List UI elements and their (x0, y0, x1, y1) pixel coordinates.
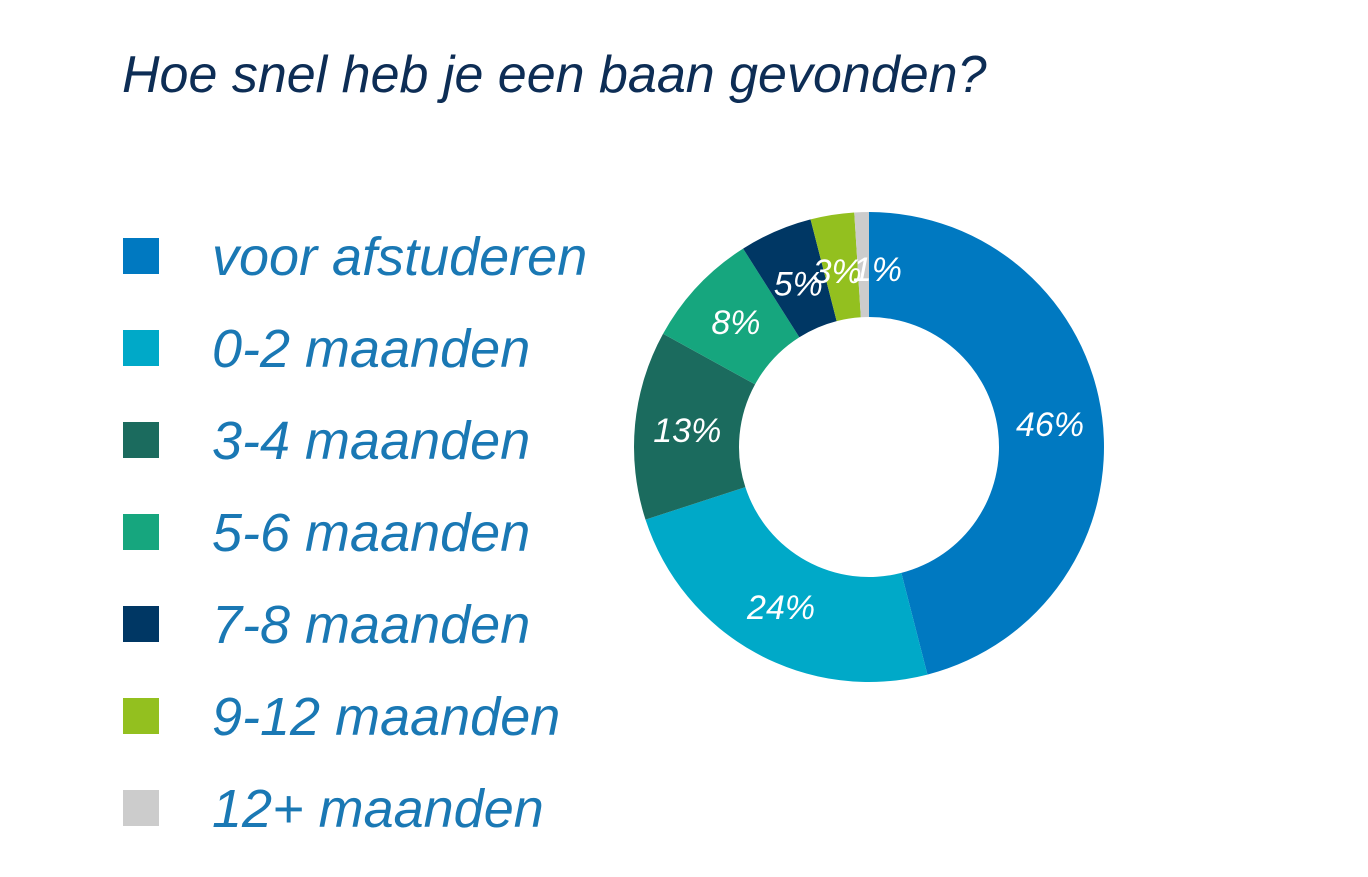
legend: voor afstuderen 0-2 maanden 3-4 maanden … (122, 222, 622, 866)
donut-slice-0-2-maanden (645, 487, 928, 682)
legend-swatch (123, 330, 159, 366)
legend-item-5-6-maanden: 5-6 maanden (122, 498, 622, 590)
slice-label-0-2-maanden: 24% (746, 589, 815, 627)
donut-slice-9-12-maanden (810, 212, 861, 322)
legend-item-9-12-maanden: 9-12 maanden (122, 682, 622, 774)
legend-label: 7-8 maanden (212, 595, 531, 655)
chart-title: Hoe snel heb je een baan gevonden? (122, 46, 987, 104)
slice-label-voor-afstuderen: 46% (1016, 406, 1084, 444)
donut-slice-7-8-maanden (743, 219, 837, 338)
legend-swatch (123, 698, 159, 734)
legend-item-0-2-maanden: 0-2 maanden (122, 314, 622, 406)
legend-swatch (123, 606, 159, 642)
legend-label: 0-2 maanden (212, 319, 531, 379)
donut-slice-12-plus-maanden (854, 212, 869, 318)
slice-label-3-4-maanden: 13% (653, 412, 721, 450)
donut-slice-3-4-maanden (634, 333, 756, 520)
legend-label: 5-6 maanden (212, 503, 531, 563)
legend-swatch (123, 238, 159, 274)
legend-item-3-4-maanden: 3-4 maanden (122, 406, 622, 498)
legend-swatch (123, 422, 159, 458)
donut-slice-5-6-maanden (663, 248, 800, 385)
slice-label-12-plus-maanden: 1% (853, 251, 902, 289)
legend-item-7-8-maanden: 7-8 maanden (122, 590, 622, 682)
legend-label: voor afstuderen (212, 227, 588, 287)
legend-item-voor-afstuderen: voor afstuderen (122, 222, 622, 314)
donut-chart: 46% 24% 13% 8% 5%3%1% (634, 212, 1104, 682)
legend-label: 12+ maanden (212, 779, 544, 839)
slice-label-5-6-maanden: 8% (711, 304, 760, 342)
legend-label: 3-4 maanden (212, 411, 531, 471)
legend-swatch (123, 790, 159, 826)
legend-label: 9-12 maanden (212, 687, 561, 747)
slice-label-7-8-maanden: 5% (774, 266, 823, 304)
slice-label-9-12-maanden: 3% (813, 253, 862, 291)
legend-item-12-plus-maanden: 12+ maanden (122, 774, 622, 866)
legend-swatch (123, 514, 159, 550)
donut-slice-voor-afstuderen (869, 212, 1104, 675)
